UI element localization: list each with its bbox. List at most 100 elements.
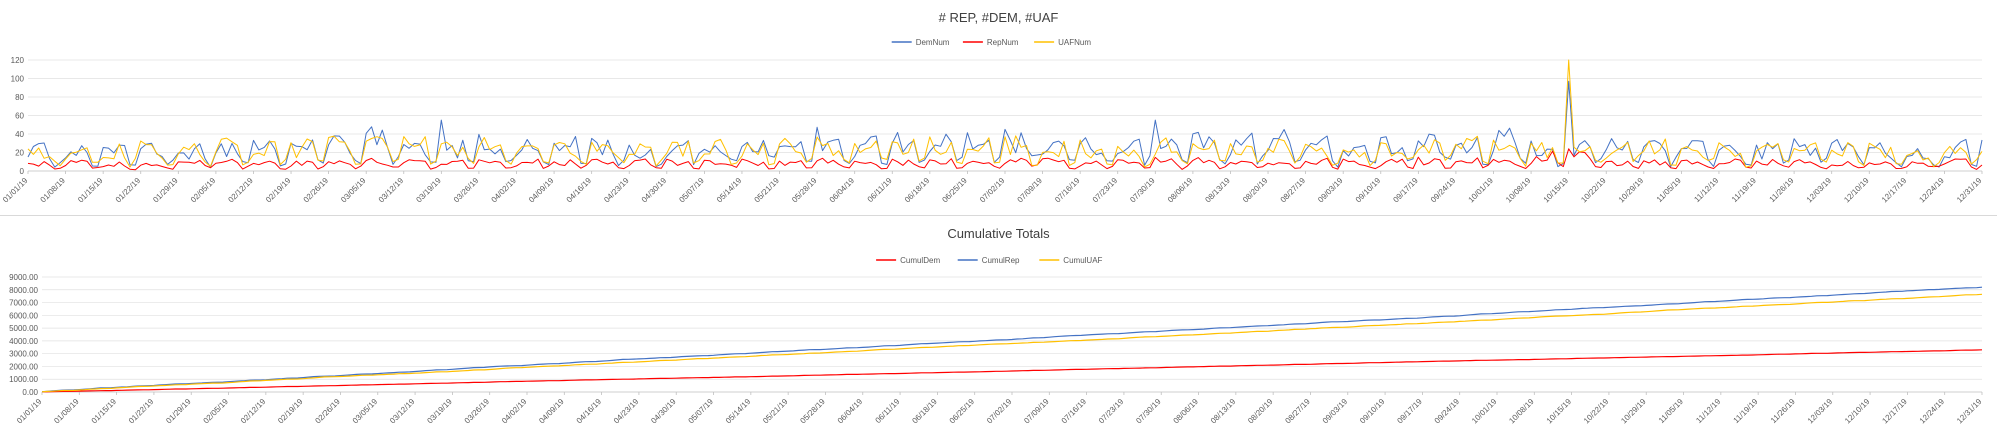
- x-tick-label: 07/30/19: [1128, 176, 1157, 205]
- y-tick-label: 1000.00: [9, 375, 38, 384]
- y-tick-label: 100: [11, 75, 25, 84]
- y-tick-label: 0: [20, 167, 25, 176]
- x-tick-label: 11/19/19: [1732, 397, 1760, 425]
- x-tick-label: 06/04/19: [836, 397, 865, 426]
- x-tick-label: 08/20/19: [1241, 176, 1270, 205]
- x-tick-label: 07/30/19: [1134, 397, 1163, 426]
- legend-label: CumulDem: [900, 256, 940, 265]
- legend-entry-demnum: DemNum: [891, 38, 950, 47]
- x-tick-label: 05/07/19: [677, 176, 706, 205]
- x-tick-label: 06/18/19: [903, 176, 932, 205]
- x-tick-label: 04/09/19: [537, 397, 566, 426]
- x-tick-label: 02/05/19: [202, 397, 231, 426]
- x-tick-label: 06/18/19: [910, 397, 939, 426]
- x-tick-label: 05/28/19: [790, 176, 819, 205]
- x-tick-label: 01/08/19: [52, 397, 81, 426]
- x-tick-label: 03/05/19: [339, 176, 368, 205]
- x-tick-label: 05/28/19: [798, 397, 827, 426]
- x-tick-label: 09/10/19: [1354, 176, 1383, 205]
- legend-entry-cumulrep: CumulRep: [957, 256, 1020, 265]
- series-line-cumulrep: [41, 286, 1983, 393]
- legend-entry-uafnum: UAFNum: [1034, 38, 1091, 47]
- x-tick-label: 03/12/19: [377, 176, 406, 205]
- x-tick-label: 01/15/19: [76, 176, 105, 205]
- x-tick-label: 02/26/19: [313, 397, 342, 426]
- x-tick-label: 09/17/19: [1395, 397, 1424, 426]
- x-tick-label: 04/02/19: [490, 176, 519, 205]
- x-tick-label: 11/12/19: [1692, 176, 1720, 204]
- x-tick-label: 10/01/19: [1467, 176, 1496, 205]
- y-tick-label: 6000.00: [9, 311, 38, 320]
- y-tick-label: 40: [15, 130, 24, 139]
- x-tick-label: 02/12/19: [226, 176, 255, 205]
- series-line-cumuluaf: [41, 293, 1983, 393]
- x-tick-label: 02/19/19: [264, 176, 293, 205]
- x-tick-label: 12/31/19: [1955, 397, 1984, 426]
- x-tick-label: 11/05/19: [1657, 397, 1685, 425]
- x-tick-label: 04/30/19: [649, 397, 678, 426]
- x-tick-label: 08/27/19: [1283, 397, 1312, 426]
- y-tick-label: 3000.00: [9, 350, 38, 359]
- legend-entry-repnum: RepNum: [962, 38, 1019, 47]
- x-tick-label: 06/25/19: [940, 176, 969, 205]
- x-tick-label: 07/02/19: [978, 176, 1007, 205]
- x-tick-label: 09/03/19: [1321, 397, 1350, 426]
- x-tick-label: 03/19/19: [425, 397, 454, 426]
- x-tick-label: 09/10/19: [1358, 397, 1387, 426]
- x-tick-label: 01/01/19: [1, 176, 30, 205]
- daily-counts-chart: # REP, #DEM, #UAF 0 20 40 60 80 100 120 01/01/19…: [0, 0, 1997, 215]
- x-tick-label: 10/08/19: [1504, 176, 1533, 205]
- series-line-repnum: [27, 148, 1983, 171]
- x-tick-label: 10/15/19: [1545, 397, 1574, 426]
- x-tick-label: 06/11/19: [874, 397, 902, 425]
- x-tick-label: 02/26/19: [302, 176, 331, 205]
- x-tick-label: 01/29/19: [151, 176, 180, 205]
- x-tick-label: 01/01/19: [15, 397, 44, 426]
- cumulative-totals-chart: Cumulative Totals 0.00 1000.00 2000.00 3000.…: [0, 217, 1997, 439]
- daily-counts-svg: # REP, #DEM, #UAF 0 20 40 60 80 100 120 01/01/19…: [1, 10, 1984, 205]
- x-tick-label: 02/19/19: [276, 397, 305, 426]
- series-line-cumuldem: [41, 349, 1983, 393]
- legend-entry-cumuluaf: CumulUAF: [1039, 256, 1103, 265]
- x-tick-label: 11/26/19: [1768, 176, 1796, 204]
- x-tick-label: 03/26/19: [463, 397, 492, 426]
- x-tick-label: 12/10/19: [1843, 397, 1872, 426]
- x-tick-label: 10/08/19: [1507, 397, 1536, 426]
- x-tick-label: 12/03/19: [1805, 176, 1834, 205]
- x-tick-label: 07/02/19: [985, 397, 1014, 426]
- x-tick-label: 03/12/19: [388, 397, 417, 426]
- x-tick-label: 01/08/19: [39, 176, 68, 205]
- x-tick-label: 11/26/19: [1769, 397, 1797, 425]
- x-tick-label: 11/19/19: [1730, 176, 1758, 204]
- x-tick-label: 10/29/19: [1619, 397, 1648, 426]
- x-tick-label: 04/23/19: [602, 176, 631, 205]
- y-tick-label: 80: [15, 93, 24, 102]
- x-tick-label: 08/13/19: [1203, 176, 1232, 205]
- x-tick-label: 12/24/19: [1918, 397, 1947, 426]
- chart-title: # REP, #DEM, #UAF: [939, 10, 1059, 25]
- x-tick-label: 09/17/19: [1391, 176, 1420, 205]
- x-tick-label: 09/24/19: [1433, 397, 1462, 426]
- x-tick-label: 07/23/19: [1091, 176, 1120, 205]
- y-tick-label: 60: [15, 112, 24, 121]
- x-tick-label: 04/02/19: [500, 397, 529, 426]
- x-tick-label: 12/17/19: [1880, 397, 1909, 426]
- x-tick-label: 05/21/19: [753, 176, 782, 205]
- x-tick-label: 02/12/19: [239, 397, 268, 426]
- legend-label: RepNum: [987, 38, 1019, 47]
- x-tick-label: 07/23/19: [1097, 397, 1126, 426]
- legend-entry-cumuldem: CumulDem: [876, 256, 940, 265]
- x-tick-label: 07/09/19: [1022, 397, 1051, 426]
- legend-label: UAFNum: [1058, 38, 1091, 47]
- x-tick-label: 03/26/19: [452, 176, 481, 205]
- x-tick-label: 05/21/19: [761, 397, 790, 426]
- series-line-uafnum: [27, 59, 1983, 168]
- x-tick-label: 01/15/19: [90, 397, 119, 426]
- x-tick-label: 07/16/19: [1053, 176, 1082, 205]
- x-tick-label: 12/31/19: [1955, 176, 1984, 205]
- x-tick-label: 06/25/19: [948, 397, 977, 426]
- y-tick-label: 8000.00: [9, 286, 38, 295]
- y-tick-label: 5000.00: [9, 324, 38, 333]
- cumulative-totals-svg: Cumulative Totals 0.00 1000.00 2000.00 3000.…: [9, 226, 1984, 426]
- x-tick-label: 01/22/19: [127, 397, 156, 426]
